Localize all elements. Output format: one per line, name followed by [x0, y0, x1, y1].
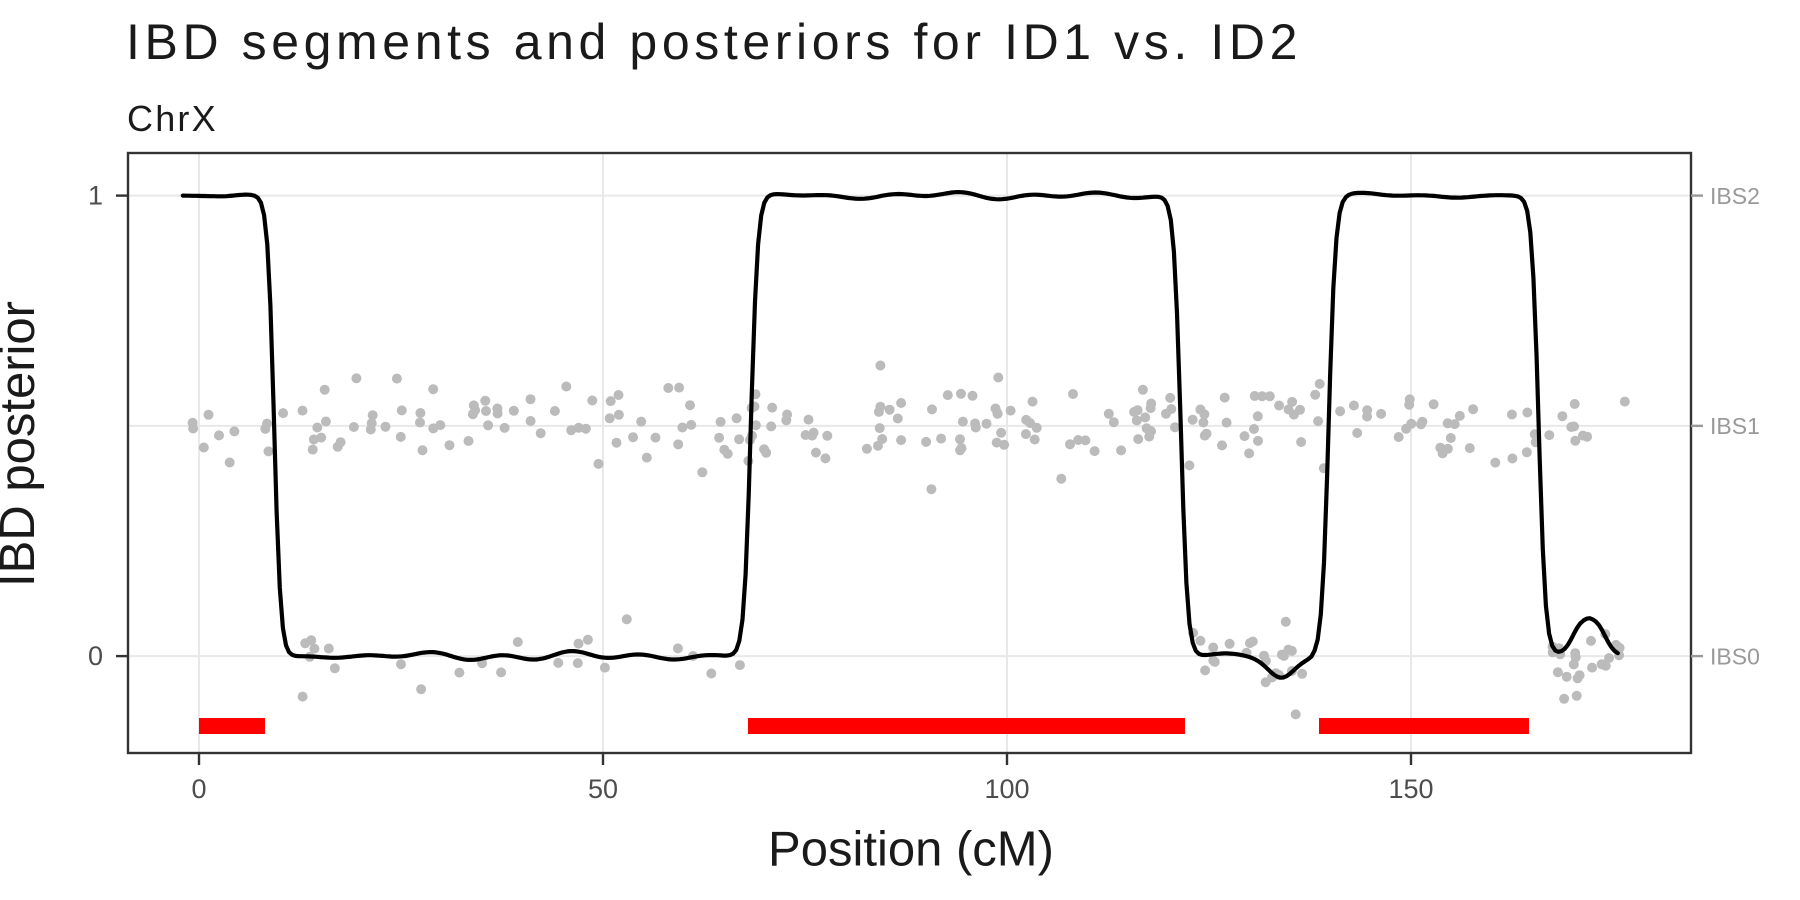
svg-text:IBS1: IBS1: [1710, 413, 1760, 439]
svg-text:150: 150: [1388, 774, 1433, 804]
svg-text:0: 0: [88, 641, 103, 671]
svg-text:IBD posterior: IBD posterior: [0, 301, 45, 587]
svg-text:1: 1: [88, 181, 103, 211]
svg-text:0: 0: [191, 774, 206, 804]
svg-text:50: 50: [588, 774, 618, 804]
svg-text:IBS0: IBS0: [1710, 644, 1760, 670]
svg-text:100: 100: [984, 774, 1029, 804]
svg-text:IBS2: IBS2: [1710, 183, 1760, 209]
